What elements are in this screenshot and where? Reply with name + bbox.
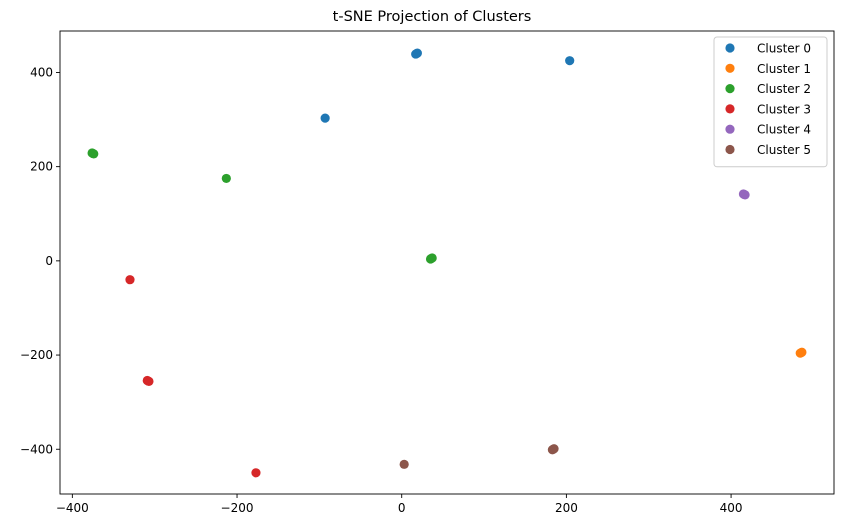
cluster-2-point-2: [87, 148, 97, 158]
legend-marker-4: [725, 124, 735, 134]
y-tick-label-2: 0: [45, 254, 53, 268]
cluster-2-point-3: [221, 173, 231, 184]
legend-label-3: Cluster 3: [757, 102, 811, 116]
y-tick-label-3: 200: [30, 160, 53, 174]
y-tick-label-1: −200: [20, 348, 53, 362]
legend-label-2: Cluster 2: [757, 82, 811, 96]
plot-frame: [59, 30, 835, 495]
legend-marker-3: [725, 104, 735, 114]
legend-box: [713, 36, 828, 168]
y-tick-label-4: 400: [30, 65, 53, 79]
cluster-0-point-3: [565, 56, 575, 66]
cluster-0-point-2: [411, 49, 421, 59]
points-layer: [87, 48, 807, 478]
legend-label-1: Cluster 1: [757, 62, 811, 76]
chart-title: t-SNE Projection of Clusters: [333, 9, 532, 25]
cluster-4-point-2: [738, 189, 749, 199]
legend-label-4: Cluster 4: [757, 123, 811, 137]
ticks-layer: −400 −200 0 200 400 −400 −200 0 200 400: [20, 65, 742, 515]
x-tick-label-0: −400: [56, 501, 89, 515]
cluster-5-point-3: [399, 459, 409, 469]
legend-label-5: Cluster 5: [757, 143, 811, 157]
x-tick-label-1: −200: [221, 501, 254, 515]
legend-marker-0: [725, 43, 735, 53]
legend: Cluster 0 Cluster 1 Cluster 2 Cluster 3 Clus…: [713, 36, 828, 168]
legend-marker-1: [725, 63, 735, 73]
x-tick-label-3: 200: [555, 501, 578, 515]
cluster-2-point-6: [425, 254, 436, 264]
cluster-3-point-3: [142, 375, 152, 386]
legend-marker-2: [725, 84, 735, 94]
cluster-3-point-0: [125, 275, 135, 285]
legend-marker-5: [725, 144, 735, 155]
cluster-3-point-4: [251, 468, 261, 478]
x-tick-label-2: 0: [398, 501, 406, 515]
x-tick-label-4: 400: [720, 501, 743, 515]
cluster-1-point-2: [795, 348, 805, 358]
cluster-5-point-2: [547, 445, 558, 455]
cluster-0-point-4: [320, 113, 330, 123]
legend-label-0: Cluster 0: [757, 42, 811, 56]
y-tick-label-0: −400: [20, 442, 53, 456]
